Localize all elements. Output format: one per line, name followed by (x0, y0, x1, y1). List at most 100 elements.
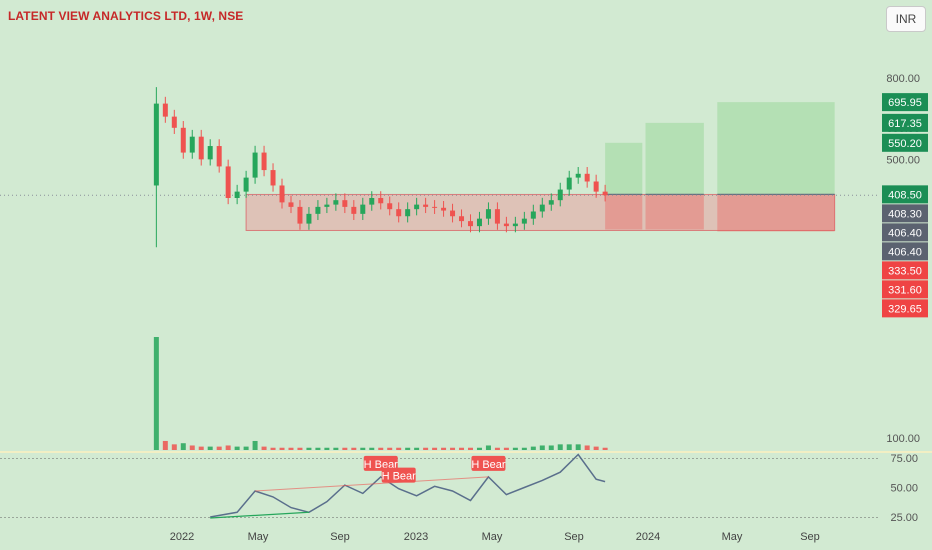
candle-body (306, 213, 312, 224)
y-tick-label: 100.00 (886, 433, 920, 445)
volume-bar (512, 447, 518, 450)
candle-body (432, 206, 438, 208)
volume-bar (225, 445, 231, 450)
divergence-label: H Bear (381, 467, 417, 483)
price-label-bg (882, 204, 928, 223)
x-tick-label: May (248, 531, 269, 543)
divergence-label-bg (363, 455, 398, 471)
volume-bar (378, 447, 384, 450)
price-label-bg (882, 280, 928, 299)
candle-body (315, 206, 321, 214)
osc-tick-label: 75.00 (890, 453, 918, 465)
volume-bar (450, 447, 456, 450)
x-tick-label: Sep (800, 531, 820, 543)
volume-bar (575, 444, 581, 450)
target-box-2 (645, 122, 704, 195)
price-label: 408.50 (888, 189, 922, 201)
volume-bar (315, 447, 321, 450)
candle-body (378, 198, 384, 204)
divergence-label-text: H Bear (382, 471, 417, 483)
target-box-1 (605, 142, 643, 195)
y-tick-label: 800.00 (886, 73, 920, 85)
price-label-bg (882, 261, 928, 280)
volume-bar (530, 446, 536, 450)
stop-box-3 (717, 194, 835, 232)
volume-bar (441, 447, 447, 450)
target-box-3 (717, 102, 835, 195)
volume-bar (333, 447, 339, 450)
volume-bar (297, 447, 303, 450)
volume-bar (153, 337, 159, 450)
volume-bar (387, 447, 393, 450)
volume-bar (593, 446, 599, 450)
volume-bar (324, 447, 330, 450)
currency-button[interactable]: INR (886, 6, 926, 32)
candle-body (189, 136, 195, 153)
osc-tick-label: 25.00 (890, 512, 918, 524)
candle-body (396, 209, 402, 217)
volume-bar (548, 445, 554, 450)
candle-body (584, 173, 590, 182)
volume-bar (234, 446, 240, 450)
price-label: 333.50 (888, 265, 922, 277)
candle-body (557, 189, 563, 201)
volume-bar (360, 447, 366, 450)
candle-body (423, 204, 429, 207)
bull-divergence-line (210, 511, 309, 519)
volume-bar (503, 447, 509, 450)
candle-body (351, 206, 357, 214)
volume-bar (494, 447, 500, 450)
candle-body (476, 218, 482, 227)
price-label: 695.95 (888, 97, 922, 109)
price-label: 331.60 (888, 284, 922, 296)
divergence-line (255, 476, 489, 492)
candle-body (494, 209, 500, 224)
volume-bar (369, 447, 375, 450)
candle-body (216, 146, 222, 167)
candle-body (575, 173, 581, 178)
price-label: 406.40 (888, 227, 922, 239)
candle-body (503, 223, 509, 227)
volume-bar (584, 445, 590, 450)
candle-body (297, 206, 303, 224)
price-label-bg (882, 223, 928, 242)
candle-body (467, 221, 473, 227)
candle-body (548, 200, 554, 205)
volume-bar (485, 445, 491, 450)
candle-body (252, 152, 258, 178)
y-tick-label: 500.00 (886, 154, 920, 166)
candle-body (360, 204, 366, 214)
volume-bar (306, 447, 312, 450)
price-label: 406.40 (888, 246, 922, 258)
candle-body (288, 202, 294, 207)
divergence-label: H Bear (471, 455, 506, 471)
price-label: 550.20 (888, 138, 922, 150)
x-tick-label: 2023 (404, 531, 428, 543)
candle-body (243, 177, 249, 192)
candle-body (270, 170, 276, 186)
stop-box-1 (605, 194, 643, 230)
page-title: LATENT VIEW ANALYTICS LTD, 1W, NSE (8, 9, 244, 23)
price-label-bg (882, 242, 928, 261)
price-label-bg (882, 113, 928, 132)
x-tick-label: May (482, 531, 503, 543)
volume-bar (459, 447, 465, 450)
volume-bar (539, 445, 545, 450)
candle-body (566, 177, 572, 190)
x-tick-label: 2024 (636, 531, 660, 543)
volume-bar (476, 447, 482, 450)
price-label: 617.35 (888, 118, 922, 130)
price-label-bg (882, 93, 928, 112)
candle-body (369, 198, 375, 205)
price-label-bg (882, 185, 928, 204)
candle-body (180, 127, 186, 153)
volume-bar (216, 446, 222, 450)
candle-body (414, 204, 420, 210)
volume-bar (207, 446, 213, 450)
volume-bar (602, 447, 608, 450)
candle-body (198, 136, 204, 160)
candle-body (405, 209, 411, 217)
divergence-label-bg (381, 467, 416, 483)
